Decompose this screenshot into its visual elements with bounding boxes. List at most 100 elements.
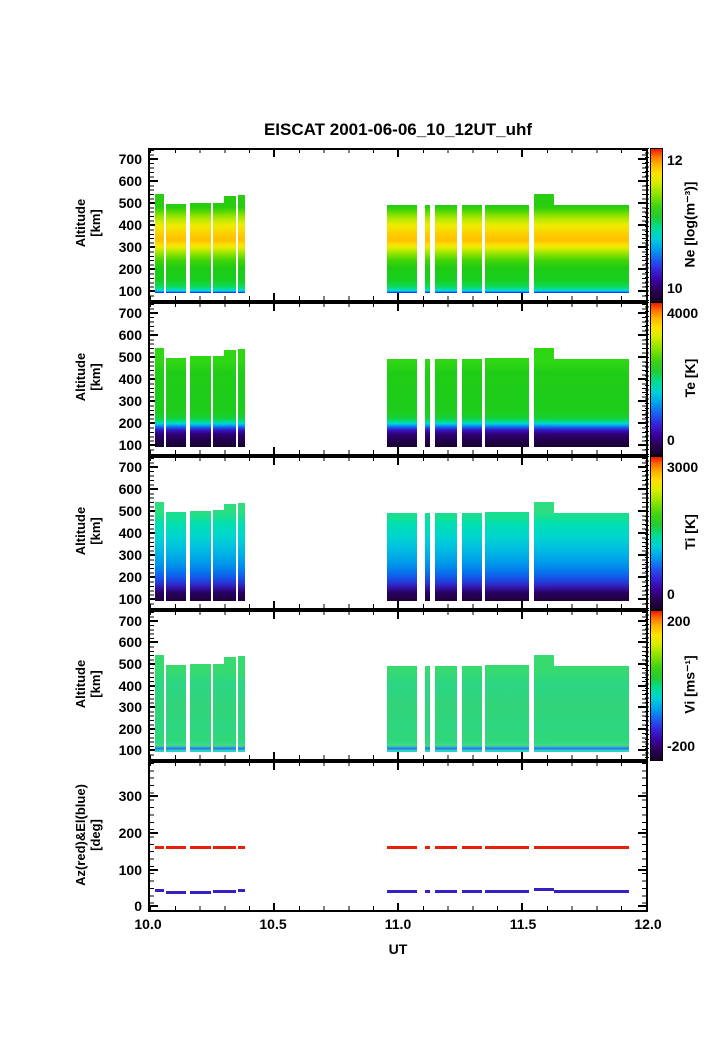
heatmap-column	[554, 666, 629, 752]
colorbar-vi-min: -200	[667, 738, 696, 754]
y-tick-label: 200	[118, 569, 142, 585]
heatmap-column	[165, 358, 186, 447]
y-tick-label: 100	[118, 591, 142, 607]
y-major-tick	[638, 598, 646, 601]
heatmap-column	[434, 513, 457, 601]
heatmap-column	[189, 510, 211, 601]
heatmap-column	[424, 513, 430, 601]
x-major-tick	[397, 752, 399, 759]
heatmap-column	[484, 358, 530, 447]
colorbar-te-max: 4000	[667, 305, 699, 321]
x-major-tick	[397, 293, 399, 300]
y-major-tick	[150, 662, 158, 665]
y-tick-label: 300	[118, 788, 142, 804]
y-tick-label: 0	[134, 898, 142, 914]
heatmap-column	[534, 655, 555, 752]
y-tick-label: 600	[118, 634, 142, 650]
y-major-tick	[150, 554, 158, 557]
line-segment-az	[387, 846, 417, 849]
y-tick-label: 200	[118, 415, 142, 431]
heatmap-column	[238, 349, 246, 447]
x-major-tick	[397, 601, 399, 608]
x-tick-label: 11.5	[509, 916, 537, 932]
line-segment-el	[165, 890, 186, 894]
heatmap-column	[189, 355, 211, 447]
heatmap-column	[554, 513, 629, 601]
heatmap-column	[424, 205, 430, 293]
heatmap-column	[484, 204, 530, 293]
line-segment-el	[484, 889, 530, 893]
colorbar-vi-max: 200	[667, 613, 691, 629]
colorbar-te	[650, 302, 663, 456]
colorbar-ti-max: 3000	[667, 459, 699, 475]
heatmap-column	[534, 348, 555, 447]
y-major-tick	[638, 378, 646, 380]
heatmap-column	[165, 512, 186, 601]
y-major-tick	[150, 749, 158, 752]
heatmap-column	[213, 355, 225, 447]
heatmap-column	[484, 512, 530, 601]
y-minor-ticks	[150, 763, 154, 910]
line-segment-az	[154, 846, 164, 849]
y-major-tick	[638, 400, 646, 403]
y-minor-ticks	[642, 763, 646, 910]
y-major-tick	[150, 311, 158, 314]
heatmap-column	[462, 205, 483, 293]
x-major-tick	[521, 903, 523, 910]
heatmap-column	[534, 194, 555, 293]
y-tick-label: 500	[118, 503, 142, 519]
heatmap-column	[213, 510, 225, 601]
y-major-tick	[150, 868, 158, 871]
colorbar-ti-ticks	[645, 456, 649, 610]
y-major-tick	[638, 727, 646, 730]
y-major-tick	[638, 619, 646, 622]
x-major-tick	[397, 612, 399, 619]
heatmap-column	[484, 665, 530, 752]
heatmap-column	[154, 655, 164, 752]
x-tick-label: 12.0	[634, 916, 662, 932]
heatmap-column	[224, 657, 237, 752]
line-segment-el	[213, 889, 237, 893]
colorbar-ne-min: 10	[667, 280, 683, 296]
y-tick-label: 100	[118, 862, 142, 878]
heatmap-column	[554, 358, 629, 447]
y-major-tick	[638, 795, 646, 798]
chart-title: EISCAT 2001-06-06_10_12UT_uhf	[263, 120, 533, 139]
y-major-tick	[638, 554, 646, 557]
line-segment-az	[484, 846, 530, 849]
heatmap-column	[224, 196, 237, 293]
y-major-tick	[150, 179, 158, 182]
y-major-tick	[638, 157, 646, 160]
y-major-tick	[150, 727, 158, 730]
heatmap-column	[154, 194, 164, 293]
x-tick-label: 11.0	[384, 916, 412, 932]
y-tick-label: 400	[118, 371, 142, 387]
y-tick-label: 500	[118, 656, 142, 672]
y-major-tick	[638, 355, 646, 358]
y-major-tick	[150, 598, 158, 601]
heatmap-column	[462, 666, 483, 752]
line-segment-az	[424, 846, 430, 849]
y-tick-label: 200	[118, 721, 142, 737]
colorbar-ti-title: Ti [K]	[682, 514, 698, 550]
x-major-tick	[521, 458, 523, 465]
line-segment-el	[387, 889, 417, 893]
heatmap-column	[165, 665, 186, 752]
y-tick-label: 200	[118, 825, 142, 841]
y-tick-label: 600	[118, 327, 142, 343]
x-major-tick	[521, 612, 523, 619]
y-tick-label: 100	[118, 437, 142, 453]
colorbar-te-ticks	[645, 302, 649, 456]
y-tick-label: 100	[118, 742, 142, 758]
y-tick-label: 500	[118, 195, 142, 211]
line-segment-az	[213, 846, 237, 849]
heatmap-column	[189, 202, 211, 293]
heatmap-column	[213, 663, 225, 752]
y-major-tick	[638, 422, 646, 425]
y-major-tick	[638, 662, 646, 665]
y-major-tick	[638, 684, 646, 687]
y-major-tick	[638, 311, 646, 314]
y-tick-label: 300	[118, 699, 142, 715]
x-major-tick	[521, 763, 523, 770]
y-major-tick	[638, 224, 646, 226]
